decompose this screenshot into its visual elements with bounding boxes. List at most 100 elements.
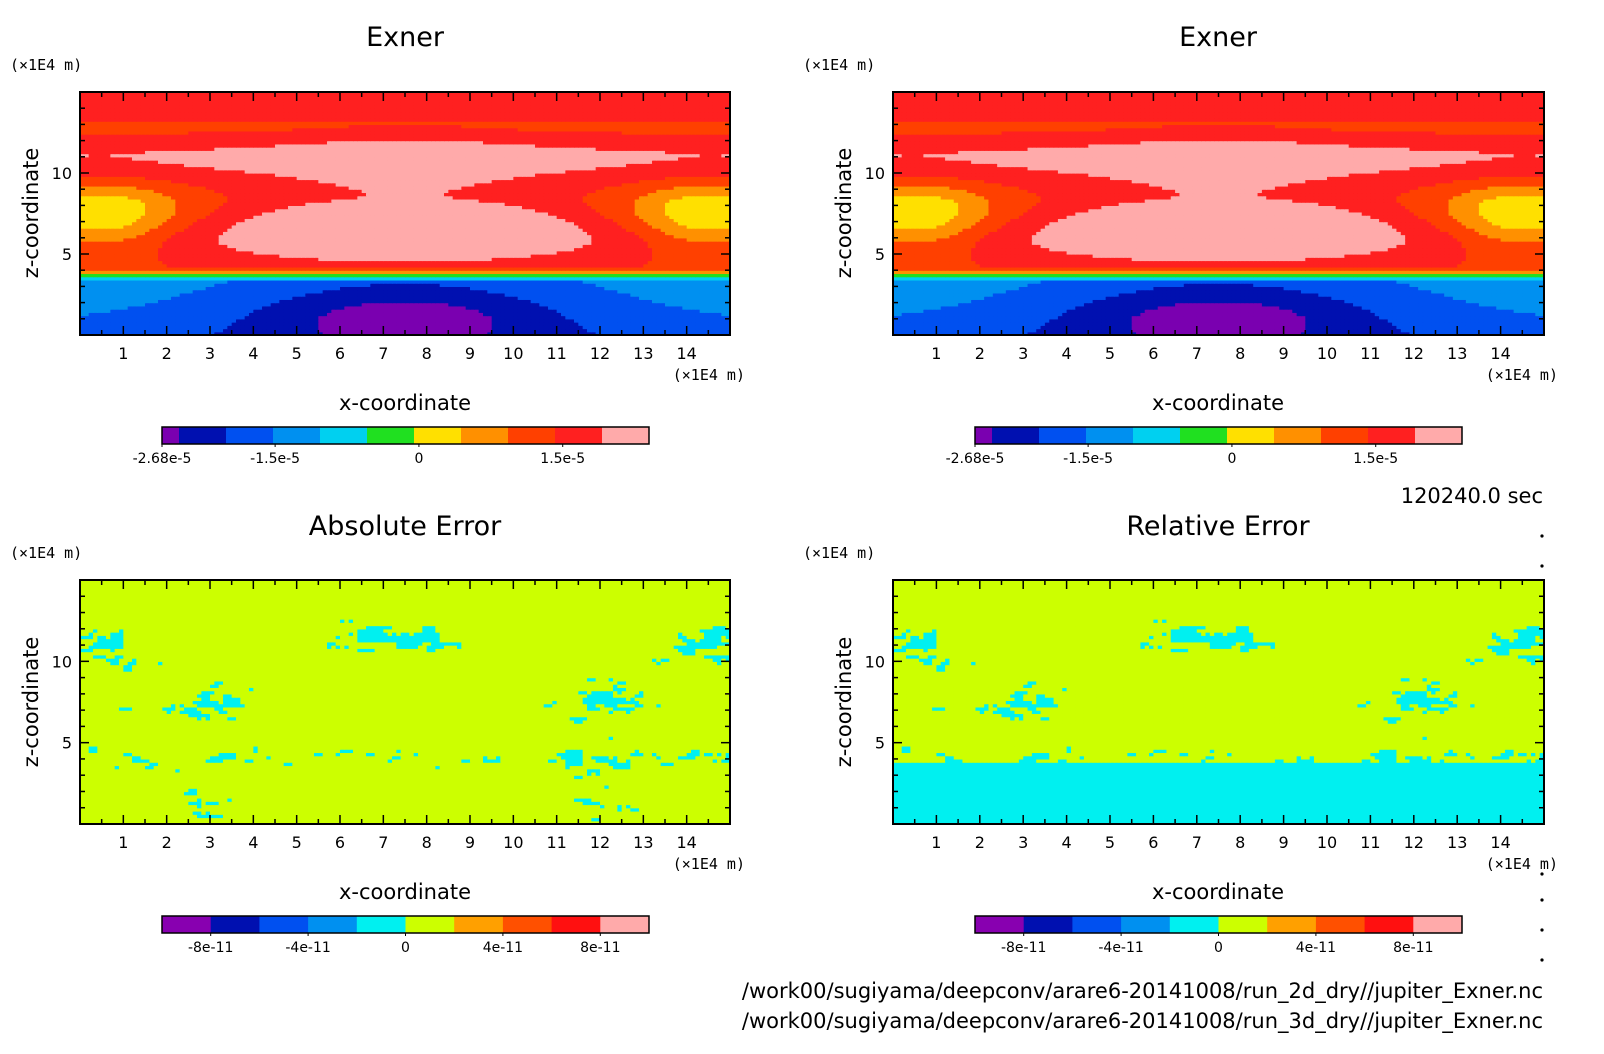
heat-cell (543, 260, 549, 265)
heat-cell (322, 260, 328, 265)
heat-cell (431, 273, 436, 278)
heat-cell (448, 276, 454, 281)
heat-cell (587, 273, 592, 278)
heat-cell (561, 305, 566, 310)
heat-cell (335, 318, 341, 323)
heat-cell (613, 315, 618, 320)
heat-cell (686, 331, 692, 335)
heat-cell (595, 270, 601, 275)
heat-cell (522, 312, 527, 317)
heat-cell (691, 312, 696, 317)
heat-cell (357, 273, 363, 278)
heat-cell (119, 286, 124, 291)
heat-cell (227, 328, 233, 333)
heat-cell (374, 299, 380, 304)
heat-cell (305, 305, 311, 310)
heat-cell (318, 312, 324, 317)
heat-cell (504, 266, 510, 271)
heat-cell (132, 312, 137, 317)
heat-cell (127, 279, 133, 284)
heat-cell (218, 305, 224, 310)
heat-cell (418, 266, 423, 271)
heat-cell (158, 289, 163, 294)
heat-cell (643, 273, 649, 278)
heat-cell (474, 273, 480, 278)
heat-cell (708, 318, 714, 323)
heat-cell (275, 315, 280, 320)
heat-cell (530, 299, 536, 304)
heat-cell (535, 322, 540, 326)
heat-cell (314, 325, 319, 330)
heat-cell (327, 299, 332, 304)
heat-cell (721, 302, 727, 307)
heat-cell (435, 318, 441, 323)
heat-cell (604, 328, 610, 333)
heat-cell (561, 260, 566, 265)
heat-cell (322, 254, 328, 258)
heat-cell (309, 312, 315, 317)
heat-cell (149, 283, 155, 287)
heat-cell (162, 296, 168, 300)
heat-cell (552, 257, 558, 262)
heat-cell (288, 273, 293, 278)
heat-cell (409, 302, 415, 307)
heat-cell (97, 312, 103, 317)
heat-cell (223, 266, 228, 271)
heat-cell (574, 312, 579, 317)
heat-cell (344, 296, 350, 300)
heat-cell (201, 273, 207, 278)
heat-cell (500, 260, 506, 265)
heat-cell (179, 273, 185, 278)
heat-cell (249, 292, 254, 297)
heat-cell (487, 309, 493, 313)
heat-cell (149, 270, 155, 275)
heat-cell (509, 328, 514, 333)
heat-cell (253, 305, 259, 310)
heat-cell (457, 292, 462, 297)
heat-cell (184, 263, 189, 268)
heat-cell (296, 299, 302, 304)
heat-cell (600, 257, 605, 262)
heat-cell (422, 273, 428, 278)
heat-cell (552, 266, 558, 271)
heat-cell (214, 260, 220, 265)
heat-cell (348, 283, 354, 287)
heat-cell (500, 331, 506, 335)
heat-cell (530, 257, 536, 262)
heat-cell (270, 322, 276, 326)
heat-cell (591, 305, 597, 310)
heat-cell (587, 331, 592, 335)
heat-cell (175, 260, 181, 265)
heat-cell (604, 263, 610, 268)
heat-cell (279, 283, 285, 287)
heat-cell (409, 309, 415, 313)
heat-cell (106, 322, 111, 326)
heat-cell (699, 328, 705, 333)
heat-cell (686, 257, 692, 262)
heat-cell (539, 266, 545, 271)
heat-cell (270, 283, 276, 287)
heat-cell (561, 270, 566, 275)
heat-cell (656, 318, 662, 323)
heat-cell (357, 279, 363, 284)
heat-cell (335, 289, 341, 294)
heat-cell (699, 292, 705, 297)
heat-cell (153, 318, 159, 323)
heat-cell (110, 331, 116, 335)
heat-cell (296, 312, 302, 317)
heat-cell (266, 331, 272, 335)
heat-cell (708, 260, 714, 265)
heat-cell (630, 270, 636, 275)
heat-cell (158, 315, 163, 320)
heat-cell (608, 260, 614, 265)
heat-cell (236, 257, 241, 262)
heat-cell (457, 260, 462, 265)
heat-cell (80, 315, 85, 320)
heat-cell (106, 286, 111, 291)
heat-cell (578, 309, 584, 313)
heat-cell (483, 328, 488, 333)
heat-cell (526, 315, 532, 320)
heat-cell (236, 299, 241, 304)
heat-cell (613, 279, 618, 284)
heat-cell (465, 257, 471, 262)
